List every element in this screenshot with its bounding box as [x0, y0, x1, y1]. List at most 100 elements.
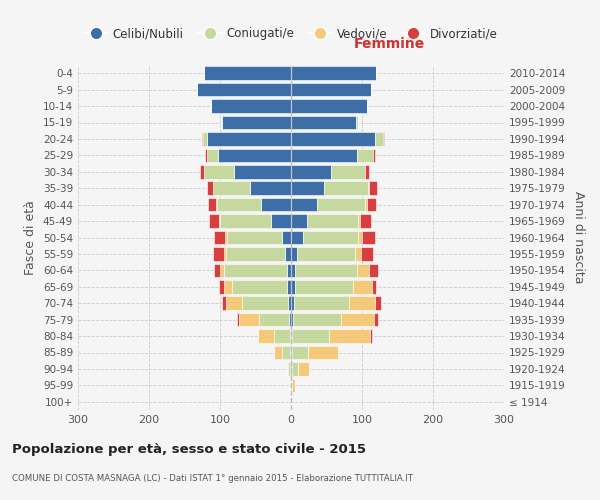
Bar	[288, 296, 291, 310]
Bar	[383, 132, 384, 145]
Bar	[355, 247, 361, 260]
Bar	[259, 313, 289, 326]
Text: Femmine: Femmine	[353, 37, 425, 51]
Text: COMUNE DI COSTA MASNAGA (LC) - Dati ISTAT 1° gennaio 2015 - Elaborazione TUTTITA: COMUNE DI COSTA MASNAGA (LC) - Dati ISTA…	[12, 474, 413, 483]
Bar	[227, 231, 283, 244]
Bar	[290, 330, 291, 343]
Bar	[291, 362, 292, 376]
Bar	[261, 198, 291, 211]
Bar	[325, 182, 368, 195]
Bar	[220, 264, 224, 277]
Bar	[226, 296, 242, 310]
Bar	[292, 330, 329, 343]
Bar	[298, 362, 310, 376]
Bar	[369, 182, 377, 195]
Bar	[283, 346, 290, 359]
Bar	[375, 296, 381, 310]
Bar	[296, 247, 355, 260]
Bar	[291, 214, 307, 228]
Bar	[202, 132, 203, 145]
Bar	[259, 330, 274, 343]
Bar	[226, 247, 286, 260]
Bar	[286, 247, 291, 260]
Bar	[289, 313, 291, 326]
Bar	[208, 198, 217, 211]
Bar	[353, 280, 372, 293]
Y-axis label: Fasce di età: Fasce di età	[25, 200, 37, 275]
Bar	[214, 264, 220, 277]
Bar	[219, 214, 220, 228]
Bar	[291, 296, 294, 310]
Bar	[365, 198, 367, 211]
Bar	[341, 313, 374, 326]
Bar	[274, 330, 290, 343]
Bar	[290, 362, 291, 376]
Text: Popolazione per età, sesso e stato civile - 2015: Popolazione per età, sesso e stato civil…	[12, 442, 366, 456]
Bar	[372, 280, 376, 293]
Bar	[288, 362, 290, 376]
Bar	[217, 198, 261, 211]
Bar	[205, 148, 206, 162]
Bar	[291, 182, 325, 195]
Bar	[356, 116, 358, 129]
Bar	[375, 132, 383, 145]
Bar	[211, 100, 291, 113]
Bar	[287, 280, 291, 293]
Bar	[291, 132, 375, 145]
Bar	[232, 280, 287, 293]
Bar	[291, 330, 292, 343]
Bar	[349, 296, 375, 310]
Bar	[292, 346, 308, 359]
Bar	[234, 165, 291, 178]
Bar	[213, 182, 250, 195]
Bar	[295, 280, 353, 293]
Bar	[329, 330, 370, 343]
Bar	[317, 198, 365, 211]
Bar	[307, 214, 358, 228]
Bar	[224, 264, 287, 277]
Bar	[292, 362, 298, 376]
Bar	[291, 116, 356, 129]
Bar	[291, 165, 331, 178]
Bar	[218, 148, 291, 162]
Bar	[291, 83, 371, 96]
Y-axis label: Anni di nascita: Anni di nascita	[572, 191, 585, 284]
Bar	[283, 231, 291, 244]
Bar	[271, 214, 291, 228]
Bar	[370, 330, 372, 343]
Bar	[222, 296, 226, 310]
Bar	[287, 264, 291, 277]
Bar	[224, 247, 226, 260]
Bar	[291, 66, 376, 80]
Bar	[357, 264, 369, 277]
Bar	[361, 247, 373, 260]
Bar	[365, 165, 369, 178]
Bar	[214, 231, 225, 244]
Bar	[308, 346, 338, 359]
Bar	[200, 165, 205, 178]
Bar	[360, 214, 371, 228]
Bar	[224, 280, 232, 293]
Bar	[222, 116, 291, 129]
Bar	[291, 264, 295, 277]
Bar	[291, 280, 295, 293]
Bar	[291, 346, 292, 359]
Bar	[197, 83, 291, 96]
Bar	[291, 231, 303, 244]
Bar	[242, 296, 288, 310]
Bar	[274, 346, 283, 359]
Bar	[291, 378, 292, 392]
Bar	[291, 100, 367, 113]
Bar	[239, 313, 259, 326]
Bar	[291, 148, 357, 162]
Bar	[292, 378, 295, 392]
Bar	[213, 247, 224, 260]
Bar	[250, 182, 291, 195]
Bar	[237, 313, 239, 326]
Bar	[358, 214, 360, 228]
Bar	[291, 313, 293, 326]
Bar	[206, 182, 213, 195]
Bar	[294, 296, 349, 310]
Bar	[205, 165, 234, 178]
Bar	[219, 280, 224, 293]
